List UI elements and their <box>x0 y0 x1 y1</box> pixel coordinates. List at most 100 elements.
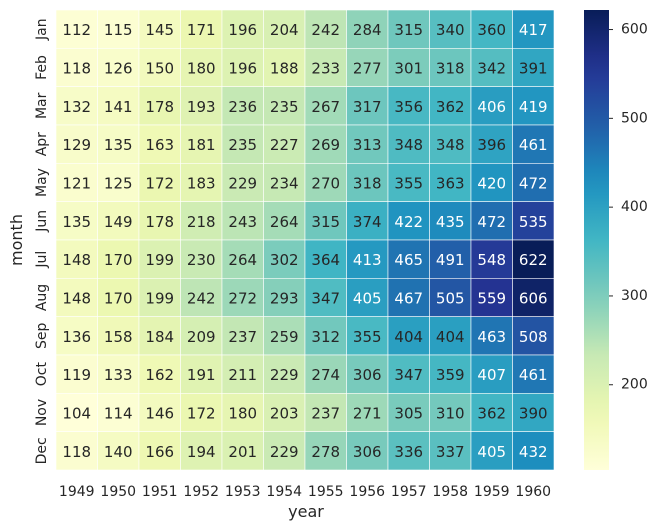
cell-value-label: 170 <box>104 251 133 269</box>
heatmap-cell <box>304 201 347 241</box>
cell-value-label: 404 <box>436 328 465 346</box>
cell-value-label: 390 <box>519 405 548 423</box>
heatmap-cell <box>304 354 347 394</box>
cell-value-label: 104 <box>62 405 91 423</box>
heatmap-cell <box>470 393 513 432</box>
cell-value-label: 267 <box>311 98 340 116</box>
x-tick-label: 1950 <box>100 484 136 500</box>
heatmap-cell <box>138 278 181 317</box>
x-tick-label: 1956 <box>349 484 385 500</box>
cell-value-label: 467 <box>394 290 423 308</box>
cell-value-label: 277 <box>353 60 382 78</box>
heatmap-cell <box>470 163 513 202</box>
x-tick-label: 1949 <box>59 484 95 500</box>
cell-value-label: 310 <box>436 405 465 423</box>
heatmap-cell <box>470 278 513 317</box>
colorbar-gradient <box>584 10 609 470</box>
cell-value-label: 348 <box>394 136 423 154</box>
cell-value-label: 242 <box>187 290 216 308</box>
heatmap-cell <box>304 163 347 202</box>
colorbar-tick-label: 600 <box>621 22 648 38</box>
y-tick-label: Jun <box>34 210 50 233</box>
cell-value-label: 148 <box>62 251 91 269</box>
cell-value-label: 178 <box>145 98 174 116</box>
heatmap-cell <box>263 124 306 164</box>
cell-value-label: 136 <box>62 328 91 346</box>
cell-value-label: 422 <box>394 213 423 231</box>
cell-value-label: 548 <box>477 251 506 269</box>
heatmap-cell <box>221 431 264 471</box>
cell-value-label: 264 <box>228 251 257 269</box>
heatmap-cell <box>97 431 140 471</box>
heatmap-cell <box>512 239 555 279</box>
heatmap-cell <box>304 278 347 317</box>
cell-value-label: 360 <box>477 21 506 39</box>
cell-value-label: 199 <box>145 251 174 269</box>
cell-value-label: 196 <box>228 60 257 78</box>
heatmap-cell <box>512 431 555 471</box>
heatmap-cell <box>263 239 306 279</box>
cell-value-label: 362 <box>477 405 506 423</box>
cell-value-label: 235 <box>270 98 299 116</box>
cell-value-label: 404 <box>394 328 423 346</box>
heatmap-cell <box>387 124 430 164</box>
y-tick-label: Dec <box>34 437 50 464</box>
y-tick-label: Nov <box>34 399 50 426</box>
cell-value-label: 491 <box>436 251 465 269</box>
cell-value-label: 229 <box>270 443 299 461</box>
cell-value-label: 243 <box>228 213 257 231</box>
heatmap-cell <box>304 124 347 164</box>
cell-value-label: 364 <box>311 251 340 269</box>
heatmap-cell <box>263 9 306 49</box>
heatmap-cell <box>429 354 472 394</box>
heatmap-cell <box>304 431 347 471</box>
y-tick-labels: Jan Feb Mar Apr May Jun Jul Aug Sep Oct Nov Dec <box>34 18 50 464</box>
cell-value-label: 272 <box>228 290 257 308</box>
cell-value-label: 269 <box>311 136 340 154</box>
heatmap-cell <box>304 393 347 432</box>
cell-value-label: 293 <box>270 290 299 308</box>
heatmap-cell <box>138 431 181 471</box>
heatmap-cell <box>263 316 306 356</box>
x-tick-label: 1960 <box>515 484 551 500</box>
cell-value-label: 355 <box>353 328 382 346</box>
cell-value-label: 150 <box>145 60 174 78</box>
heatmap-cell <box>97 393 140 432</box>
cell-value-label: 420 <box>477 175 506 193</box>
heatmap-cell <box>55 239 98 279</box>
cell-value-label: 340 <box>436 21 465 39</box>
heatmap-cell <box>304 316 347 356</box>
cell-value-label: 203 <box>270 405 299 423</box>
cell-value-label: 306 <box>353 366 382 384</box>
colorbar-tick-label: 500 <box>621 110 648 126</box>
cell-value-label: 391 <box>519 60 548 78</box>
cell-value-label: 355 <box>394 175 423 193</box>
heatmap-cell <box>97 124 140 164</box>
x-tick-label: 1957 <box>391 484 427 500</box>
heatmap-cell <box>387 239 430 279</box>
cell-value-label: 461 <box>519 136 548 154</box>
cell-value-label: 472 <box>477 213 506 231</box>
cell-value-label: 315 <box>394 21 423 39</box>
cell-value-label: 188 <box>270 60 299 78</box>
cell-value-label: 236 <box>228 98 257 116</box>
heatmap-cell <box>97 316 140 356</box>
cell-value-label: 135 <box>62 213 91 231</box>
heatmap-cell <box>346 201 389 241</box>
cell-value-label: 559 <box>477 290 506 308</box>
heatmap-cell <box>221 278 264 317</box>
cell-value-label: 606 <box>519 290 548 308</box>
heatmap-cell <box>97 163 140 202</box>
cell-value-label: 204 <box>270 21 299 39</box>
heatmap-cell <box>470 316 513 356</box>
heatmap-cell <box>55 393 98 432</box>
heatmap-cell <box>138 239 181 279</box>
cell-value-label: 193 <box>187 98 216 116</box>
cell-value-label: 180 <box>187 60 216 78</box>
heatmap-cell <box>97 48 140 87</box>
heatmap-cell <box>512 278 555 317</box>
cell-value-label: 112 <box>62 21 91 39</box>
heatmap-cell <box>180 278 223 317</box>
heatmap-cell <box>97 354 140 394</box>
heatmap-cell <box>180 239 223 279</box>
